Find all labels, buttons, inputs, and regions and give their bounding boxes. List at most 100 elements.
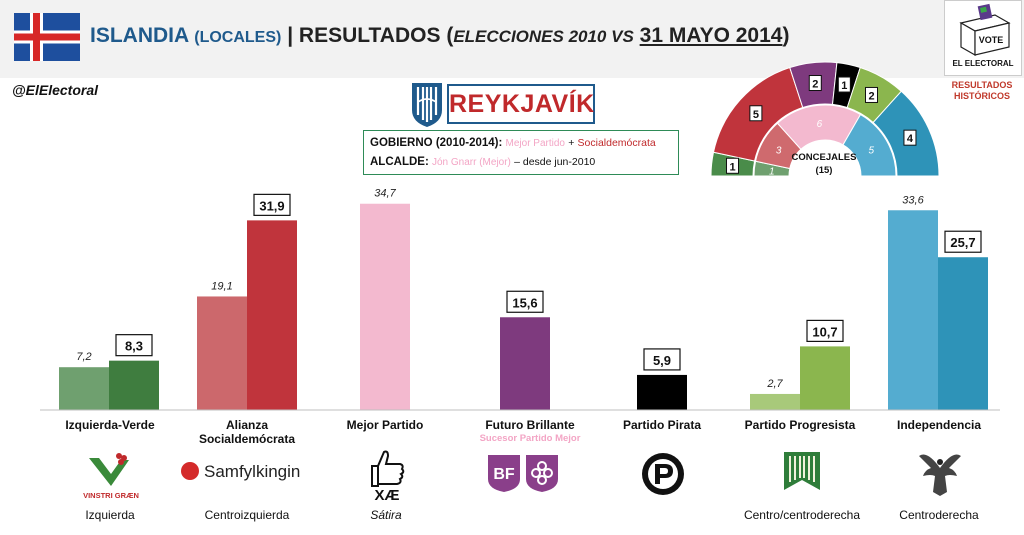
government-plus: + [568,137,575,149]
party-name-pirata: Partido Pirata [622,418,702,432]
bar-2010-6 [888,210,938,410]
bar-2010-5 [750,393,800,410]
bar-label-2010-0: 7,2 [76,351,91,363]
ideology-progresista: Centro/centroderecha [743,508,861,522]
bar-label-2010-2: 34,7 [374,188,396,200]
bar-label-box-2014-6 [944,230,982,253]
seat-count-y2010-0: 1 [769,166,775,177]
historical-results-link[interactable]: RESULTADOS HISTÓRICOS [940,80,1024,102]
bar-label-2010-5: 2,7 [766,378,783,390]
bar-label-box-2014-4 [643,348,681,371]
header-bar: ISLANDIA (LOCALES) | RESULTADOS (ELECCIO… [0,0,1024,78]
mayor-line: ALCALDE: Jón Gnarr (Mejor) – desde jun-2… [370,153,672,172]
mayor-name: Jón Gnarr (Mejor) [431,157,511,168]
bar-2014-6 [938,257,988,410]
bar-2014-5 [800,346,850,410]
bar-2010-2 [360,203,410,410]
bar-label-box-2014-1 [253,193,291,216]
vinstri-graen-logo-icon: VINSTRI GRÆN [83,453,139,500]
government-party1: Mejor Partido [505,138,565,149]
seat-box-6 [903,129,917,146]
title-country: ISLANDIA [90,24,189,47]
mayor-label: ALCALDE: [370,156,429,168]
pirate-party-logo-icon [642,453,684,495]
ballot-box-icon: VOTE [959,3,1011,57]
bar-2010-1 [197,296,247,410]
bar-label-2014-0: 8,3 [125,339,143,354]
bar-label-box-2014-0 [115,334,153,357]
government-period: (2010-2014): [435,137,503,149]
title-paren-close: ) [782,24,790,47]
seat-count-y2014-0: 1 [729,161,735,173]
title-scope: (LOCALES) [194,29,282,46]
samfylkingin-logo-icon: Samfylkingin [181,462,300,481]
bar-2014-4 [637,374,687,410]
seat-count-y2014-5: 2 [868,90,874,102]
seat-box-4 [837,76,851,93]
government-label: GOBIERNO [370,137,433,149]
seat-count-y2014-6: 4 [907,133,914,145]
seat-box-3 [808,75,822,92]
seat-count-y2014-3: 2 [812,79,818,91]
thumbs-up-icon [371,450,405,487]
reykjavik-coat-of-arms-icon [412,83,442,127]
el-electoral-logo[interactable]: VOTE EL ELECTORAL [944,0,1022,76]
bar-label-2010-6: 33,6 [902,194,924,206]
bar-label-box-2014-5 [806,319,844,342]
ideology-independencia: Centroderecha [899,508,979,522]
bar-label-2014-3: 15,6 [512,295,537,310]
city-name: REYKJAVÍK [447,84,595,124]
title-elections: ELECCIONES 2010 VS [453,27,634,46]
party-name-progresista: Partido Progresista [744,418,856,432]
seat-count-y2014-1: 5 [753,109,759,121]
bar-label-2014-5: 10,7 [812,324,837,339]
seat-count-y2010-1: 3 [776,145,782,156]
title-date: 31 MAYO 2014 [639,24,783,47]
seat-segment-y2010-2 [776,104,862,150]
iceland-flag-icon [14,13,80,61]
bar-2010-0 [59,367,109,410]
government-line: GOBIERNO (2010-2014): Mejor Partido + So… [370,134,672,153]
seat-box-1 [749,105,763,122]
party-name-alianza: Alianza Socialdemócrata [198,418,296,446]
twitter-handle: @ElElectoral [12,82,99,98]
title-paren-open: ( [446,24,454,47]
bar-label-2014-6: 25,7 [950,235,975,250]
historical-line2: HISTÓRICOS [953,91,1010,101]
seat-segment-y2010-6 [842,113,897,177]
bar-2014-1 [247,220,297,410]
seat-count-y2010-6: 5 [869,145,875,156]
bar-label-box-2014-3 [506,290,544,313]
bar-label-2010-1: 19,1 [211,280,232,292]
ideology-mejor: Sátira [370,508,402,522]
falcon-independence-logo-icon [919,454,961,496]
successor-note: Sucesor Partido Mejor [479,433,581,444]
vote-text: VOTE [979,35,1004,45]
el-electoral-label: EL ELECTORAL [952,59,1014,68]
page-title: ISLANDIA (LOCALES) | RESULTADOS (ELECCIO… [90,24,789,48]
ideology-izquierda-verde: Izquierda [85,508,135,522]
bjort-framtid-logo-icon: BF [488,455,558,492]
party-name-independencia: Independencia [896,418,982,432]
title-separator: | [287,24,294,47]
seat-count-y2014-4: 1 [841,80,847,92]
seat-segment-y2010-1 [754,122,802,170]
vinstri-graen-text: VINSTRI GRÆN [83,491,139,500]
seats-label: CONCEJALES (15) [771,151,877,177]
title-results: RESULTADOS [298,24,441,47]
party-name-izquierda-verde: Izquierda-Verde [65,418,155,432]
seat-box-5 [865,86,878,103]
progressive-party-logo-icon [784,452,820,490]
seat-box-0 [726,157,740,174]
party-name-futuro: Futuro Brillante [485,418,575,432]
samfylkingin-text: Samfylkingin [204,462,300,481]
seat-segment-y2010-0 [753,160,791,177]
mayor-since: – desde jun-2010 [514,156,596,168]
government-party2: Socialdemócrata [577,137,656,149]
bar-label-2014-4: 5,9 [653,353,671,368]
government-info-box: GOBIERNO (2010-2014): Mejor Partido + So… [363,130,679,175]
seats-label-text: CONCEJALES [791,152,857,163]
